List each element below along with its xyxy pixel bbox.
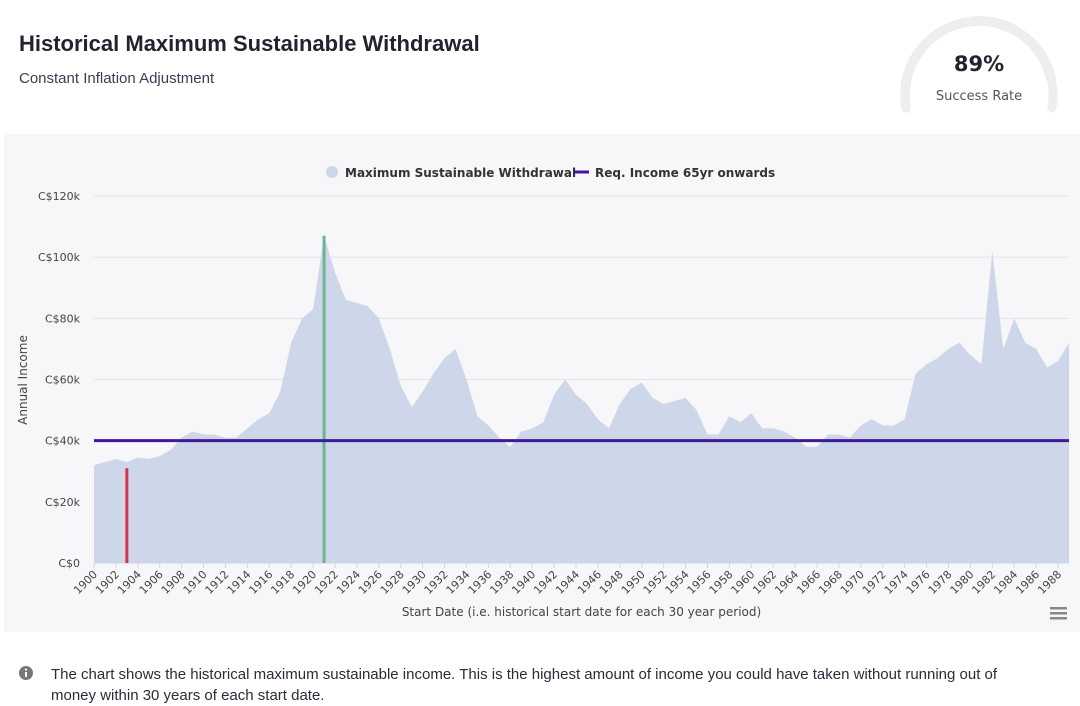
area <box>94 235 1069 563</box>
x-tick-label: 1944 <box>553 568 582 597</box>
x-tick-label: 1968 <box>816 568 845 597</box>
y-tick-label: C$80k <box>45 312 81 325</box>
x-tick-label: 1978 <box>926 568 955 597</box>
x-tick-label: 1900 <box>71 568 100 597</box>
y-axis-label: Annual Income <box>16 335 30 425</box>
x-tick-label: 1924 <box>334 568 363 597</box>
x-tick-label: 1908 <box>159 568 188 597</box>
x-tick-label: 1918 <box>268 568 297 597</box>
chart: C$0C$20kC$40kC$60kC$80kC$100kC$120k19001… <box>16 166 1069 620</box>
menu-bar[interactable] <box>1050 617 1067 620</box>
x-tick-label: 1956 <box>685 568 714 597</box>
x-tick-label: 1916 <box>246 568 275 597</box>
x-tick-label: 1926 <box>356 568 385 597</box>
x-tick-label: 1932 <box>422 568 451 597</box>
x-tick-label: 1980 <box>948 568 977 597</box>
x-tick-label: 1952 <box>641 568 670 597</box>
x-tick-label: 1928 <box>378 568 407 597</box>
x-tick-label: 1912 <box>203 568 232 597</box>
x-tick-label: 1942 <box>531 568 560 597</box>
title: Historical Maximum Sustainable Withdrawa… <box>19 31 480 56</box>
x-tick-label: 1910 <box>181 568 210 597</box>
subtitle: Constant Inflation Adjustment <box>19 70 215 87</box>
x-tick-label: 1976 <box>904 568 933 597</box>
legend-swatch <box>326 166 338 178</box>
gauge-caption: Success Rate <box>936 89 1022 104</box>
x-tick-label: 1966 <box>794 568 823 597</box>
x-tick-label: 1984 <box>991 568 1020 597</box>
x-tick-label: 1972 <box>860 568 889 597</box>
y-tick-label: C$60k <box>45 374 81 387</box>
x-tick-label: 1958 <box>707 568 736 597</box>
x-tick-label: 1954 <box>663 568 692 597</box>
x-tick-label: 1902 <box>93 568 122 597</box>
footnote: The chart shows the historical maximum s… <box>51 666 998 704</box>
x-tick-label: 1946 <box>575 568 604 597</box>
x-tick-label: 1940 <box>509 568 538 597</box>
x-tick-label: 1988 <box>1035 568 1064 597</box>
x-tick-label: 1970 <box>838 568 867 597</box>
x-tick-label: 1936 <box>466 568 495 597</box>
menu-bar[interactable] <box>1050 607 1067 610</box>
x-tick-label: 1960 <box>728 568 757 597</box>
x-tick-label: 1948 <box>597 568 626 597</box>
menu-icon[interactable] <box>1050 607 1067 620</box>
legend-label: Req. Income 65yr onwards <box>595 166 775 180</box>
x-axis-label: Start Date (i.e. historical start date f… <box>402 605 761 619</box>
y-tick-label: C$120k <box>38 190 81 203</box>
x-tick-label: 1974 <box>882 568 911 597</box>
x-tick-label: 1906 <box>137 568 166 597</box>
x-tick-label: 1982 <box>969 568 998 597</box>
gauge-value: 89% <box>954 52 1004 76</box>
x-tick-label: 1922 <box>312 568 341 597</box>
x-tick-label: 1938 <box>487 568 516 597</box>
x-tick-label: 1930 <box>400 568 429 597</box>
x-tick-label: 1962 <box>750 568 779 597</box>
x-tick-label: 1920 <box>290 568 319 597</box>
y-tick-label: C$100k <box>38 251 81 264</box>
x-tick-label: 1934 <box>444 568 473 597</box>
gauge-track <box>900 16 1058 113</box>
legend-label: Maximum Sustainable Withdrawal <box>345 166 576 180</box>
info-icon <box>19 666 33 680</box>
x-tick-label: 1950 <box>619 568 648 597</box>
x-tick-label: 1904 <box>115 568 144 597</box>
x-tick-label: 1986 <box>1013 568 1042 597</box>
x-tick-label: 1964 <box>772 568 801 597</box>
y-tick-label: C$20k <box>45 496 81 509</box>
x-tick-label: 1914 <box>225 568 254 597</box>
y-tick-label: C$40k <box>45 435 81 448</box>
y-tick-label: C$0 <box>58 557 80 570</box>
menu-bar[interactable] <box>1050 612 1067 615</box>
gauge: 89% Success Rate <box>900 16 1058 113</box>
